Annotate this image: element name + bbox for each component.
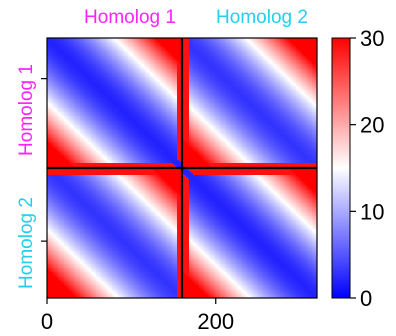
colorbar-tick-label: 0	[360, 286, 372, 311]
colorbar	[331, 37, 351, 299]
colorbar-tick-label: 30	[360, 26, 384, 51]
left-label-homolog-2: Homolog 2	[16, 197, 37, 289]
colorbar-tick-label: 10	[360, 199, 384, 224]
colorbar-tick-label: 20	[360, 113, 384, 138]
homolog-boundary-lines	[47, 38, 317, 298]
top-label-homolog-2: Homolog 2	[216, 7, 308, 28]
x-axis-ticks: 0 200	[41, 298, 234, 334]
colorbar-ticks: 0 10 20 30	[350, 26, 384, 311]
x-tick-label: 0	[41, 309, 53, 334]
x-tick-label: 200	[197, 309, 234, 334]
top-label-homolog-1: Homolog 1	[84, 7, 176, 28]
heatmap-frame	[46, 37, 318, 299]
left-label-homolog-1: Homolog 1	[16, 64, 37, 156]
y-axis-ticks	[41, 78, 47, 242]
